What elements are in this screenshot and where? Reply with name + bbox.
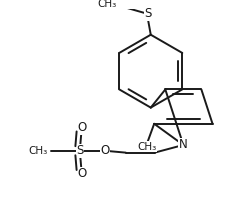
Text: S: S: [76, 144, 83, 157]
Text: O: O: [77, 167, 86, 180]
Text: O: O: [77, 121, 86, 134]
Text: CH₃: CH₃: [137, 142, 156, 152]
Text: S: S: [144, 7, 152, 20]
Text: CH₃: CH₃: [97, 0, 116, 9]
Text: N: N: [179, 138, 188, 152]
Text: O: O: [100, 144, 109, 157]
Text: CH₃: CH₃: [28, 146, 47, 156]
